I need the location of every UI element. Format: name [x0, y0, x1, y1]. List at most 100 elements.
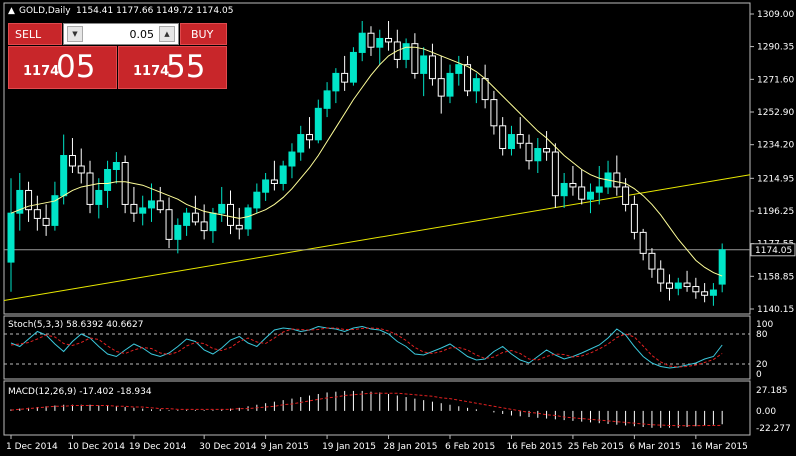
candle-body	[507, 134, 515, 150]
stoch-tick-label: 80	[756, 330, 768, 340]
candle-body	[648, 252, 656, 270]
candle	[183, 207, 191, 236]
stoch-main-line	[10, 325, 723, 369]
time-tick-label: 6 Feb 2015	[445, 442, 495, 452]
sell-button[interactable]: SELL	[8, 23, 62, 45]
price-tick-label: 1140.15	[757, 305, 794, 315]
candle	[25, 181, 33, 222]
candle-body	[472, 78, 480, 92]
lot-increase-icon[interactable]: ▲	[159, 26, 175, 42]
chart-header-triangle: ▲	[8, 6, 15, 16]
candle	[191, 195, 199, 226]
candle	[174, 218, 182, 254]
lot-size-control: ▼ ▲	[63, 23, 179, 45]
candle	[560, 172, 568, 208]
price-tick-label: 1290.35	[757, 43, 794, 53]
candle	[68, 138, 76, 173]
candle	[464, 55, 472, 97]
moving-average-layer	[10, 46, 723, 277]
candle	[156, 186, 164, 214]
trendline	[3, 174, 751, 302]
lot-decrease-icon[interactable]: ▼	[67, 26, 83, 42]
candle	[104, 160, 112, 208]
candle	[586, 183, 594, 214]
trendline-layer	[3, 174, 751, 302]
candle	[411, 33, 419, 79]
candle-body	[156, 200, 164, 211]
stoch-signal-line	[10, 327, 723, 368]
candle	[227, 190, 234, 235]
candle	[130, 186, 138, 222]
one-click-trading-panel: SELL ▼ ▲ BUY 1174 05 1174 55	[8, 23, 227, 89]
lot-size-input[interactable]	[86, 26, 154, 42]
buy-price-box[interactable]: 1174 55	[118, 46, 227, 89]
candle-body	[95, 189, 103, 205]
time-tick-label: 16 Mar 2015	[691, 442, 748, 452]
buy-button[interactable]: BUY	[180, 23, 227, 45]
candle-body	[692, 286, 700, 293]
candle-body	[235, 224, 243, 230]
time-tick-label: 6 Mar 2015	[629, 442, 680, 452]
time-axis: 1 Dec 2014 10 Dec 2014 19 Dec 2014 30 Dec 2…	[6, 435, 748, 452]
candle-body	[657, 268, 665, 284]
macd-title: MACD(12,26,9) -17.402 -18.934	[8, 387, 152, 397]
candle-body	[288, 151, 296, 167]
time-tick-label: 28 Jan 2015	[384, 442, 438, 452]
candle	[534, 138, 542, 173]
candle	[525, 134, 533, 170]
candle-body	[481, 78, 489, 101]
candle	[420, 47, 428, 97]
candle	[341, 55, 349, 91]
candle-body	[147, 200, 155, 209]
candle-body	[569, 182, 577, 188]
ohlc-values: 1154.41 1177.66 1149.72 1174.05	[76, 6, 233, 16]
price-tick-label: 1309.00	[757, 10, 794, 20]
symbol-label: GOLD,Daily	[19, 6, 71, 16]
candle	[683, 270, 691, 292]
candle	[604, 160, 612, 194]
candle-body	[446, 72, 454, 97]
candle-body	[499, 125, 507, 150]
candle	[112, 152, 120, 184]
current-price-tag	[750, 243, 796, 257]
candle	[86, 160, 94, 214]
candle-body	[33, 209, 41, 219]
candle	[323, 82, 331, 118]
sell-price-box[interactable]: 1174 05	[8, 46, 117, 89]
candle	[455, 55, 463, 86]
candle-body	[25, 189, 33, 211]
candle	[701, 283, 709, 303]
ask-price-big: 55	[166, 49, 206, 85]
candle	[657, 260, 665, 292]
candle	[543, 131, 551, 161]
candle-body	[358, 32, 366, 53]
candle	[121, 155, 129, 214]
candle	[437, 55, 445, 114]
candle-body	[332, 72, 340, 92]
candle	[718, 243, 726, 293]
candle-body	[121, 162, 129, 205]
candle	[648, 248, 656, 278]
stoch-pane-frame	[3, 315, 751, 380]
candle-body	[551, 151, 559, 197]
candle-body	[306, 134, 314, 141]
macd-pane-frame	[3, 380, 751, 436]
candle-body	[630, 203, 638, 233]
candle-body	[244, 207, 252, 230]
candle	[332, 68, 340, 104]
time-tick-label: 16 Feb 2015	[506, 442, 562, 452]
candle-body	[262, 179, 270, 193]
candle-body	[622, 186, 630, 205]
candle	[630, 195, 638, 240]
candle-body	[402, 43, 410, 60]
main-pane-frame	[3, 2, 751, 315]
candle-body	[455, 64, 463, 74]
candle	[306, 117, 314, 149]
candle-body	[165, 209, 173, 240]
bid-price-prefix: 1174	[23, 64, 60, 79]
candle-body	[525, 142, 533, 162]
candle	[428, 43, 436, 86]
bid-price-big: 05	[56, 49, 96, 85]
candle-body	[42, 217, 50, 226]
